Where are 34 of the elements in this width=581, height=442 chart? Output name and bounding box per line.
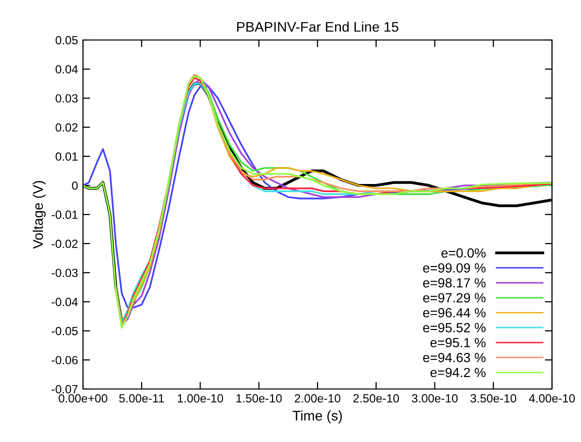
legend-label: e=94.2 %	[430, 368, 486, 378]
y-tick-label: -0.07	[52, 385, 78, 394]
legend-label: e=97.29 %	[423, 293, 486, 302]
x-axis-title: Time (s)	[292, 410, 342, 424]
legend-label: e=95.52 %	[423, 322, 486, 332]
x-tick-label: 4.00e-10	[528, 394, 575, 403]
x-tick-label: 5.00e-11	[119, 394, 164, 403]
y-axis-title: Voltage (V)	[32, 181, 46, 249]
legend-label: e=94.63 %	[423, 352, 486, 362]
x-tick-label: 2.00e-10	[294, 394, 340, 403]
y-tick-label: -0.01	[52, 210, 78, 219]
y-tick-label: -0.03	[52, 268, 78, 278]
x-tick-label: 3.50e-10	[470, 394, 516, 403]
x-tick-label: 1.50e-10	[236, 394, 282, 403]
y-tick-label: -0.04	[52, 298, 78, 306]
y-tick-label: -0.05	[52, 326, 78, 336]
x-tick-label: 2.50e-10	[353, 394, 399, 403]
y-tick-label: 0	[72, 181, 78, 190]
legend-label: e=95.1 %	[430, 338, 486, 348]
x-tick-label: 3.00e-10	[412, 394, 458, 403]
y-tick-label: 0.05	[56, 36, 78, 44]
legend-label: e=98.17 %	[423, 278, 486, 288]
x-tick-label: 1.00e-10	[178, 394, 224, 403]
chart-title: PBAPINV-Far End Line 15	[237, 22, 398, 32]
y-tick-label: 0.04	[56, 65, 78, 74]
y-tick-label: -0.06	[52, 356, 78, 364]
legend-label: e=0.0%	[441, 248, 486, 258]
legend-label: e=96.44 %	[423, 308, 486, 318]
y-tick-label: 0.03	[56, 94, 78, 103]
legend-label: e=99.09 %	[423, 263, 486, 273]
y-tick-label: 0.02	[56, 123, 78, 132]
x-tick-label: 0.00e+00	[58, 394, 108, 403]
y-tick-label: -0.02	[52, 240, 78, 248]
y-tick-label: 0.01	[56, 152, 78, 161]
